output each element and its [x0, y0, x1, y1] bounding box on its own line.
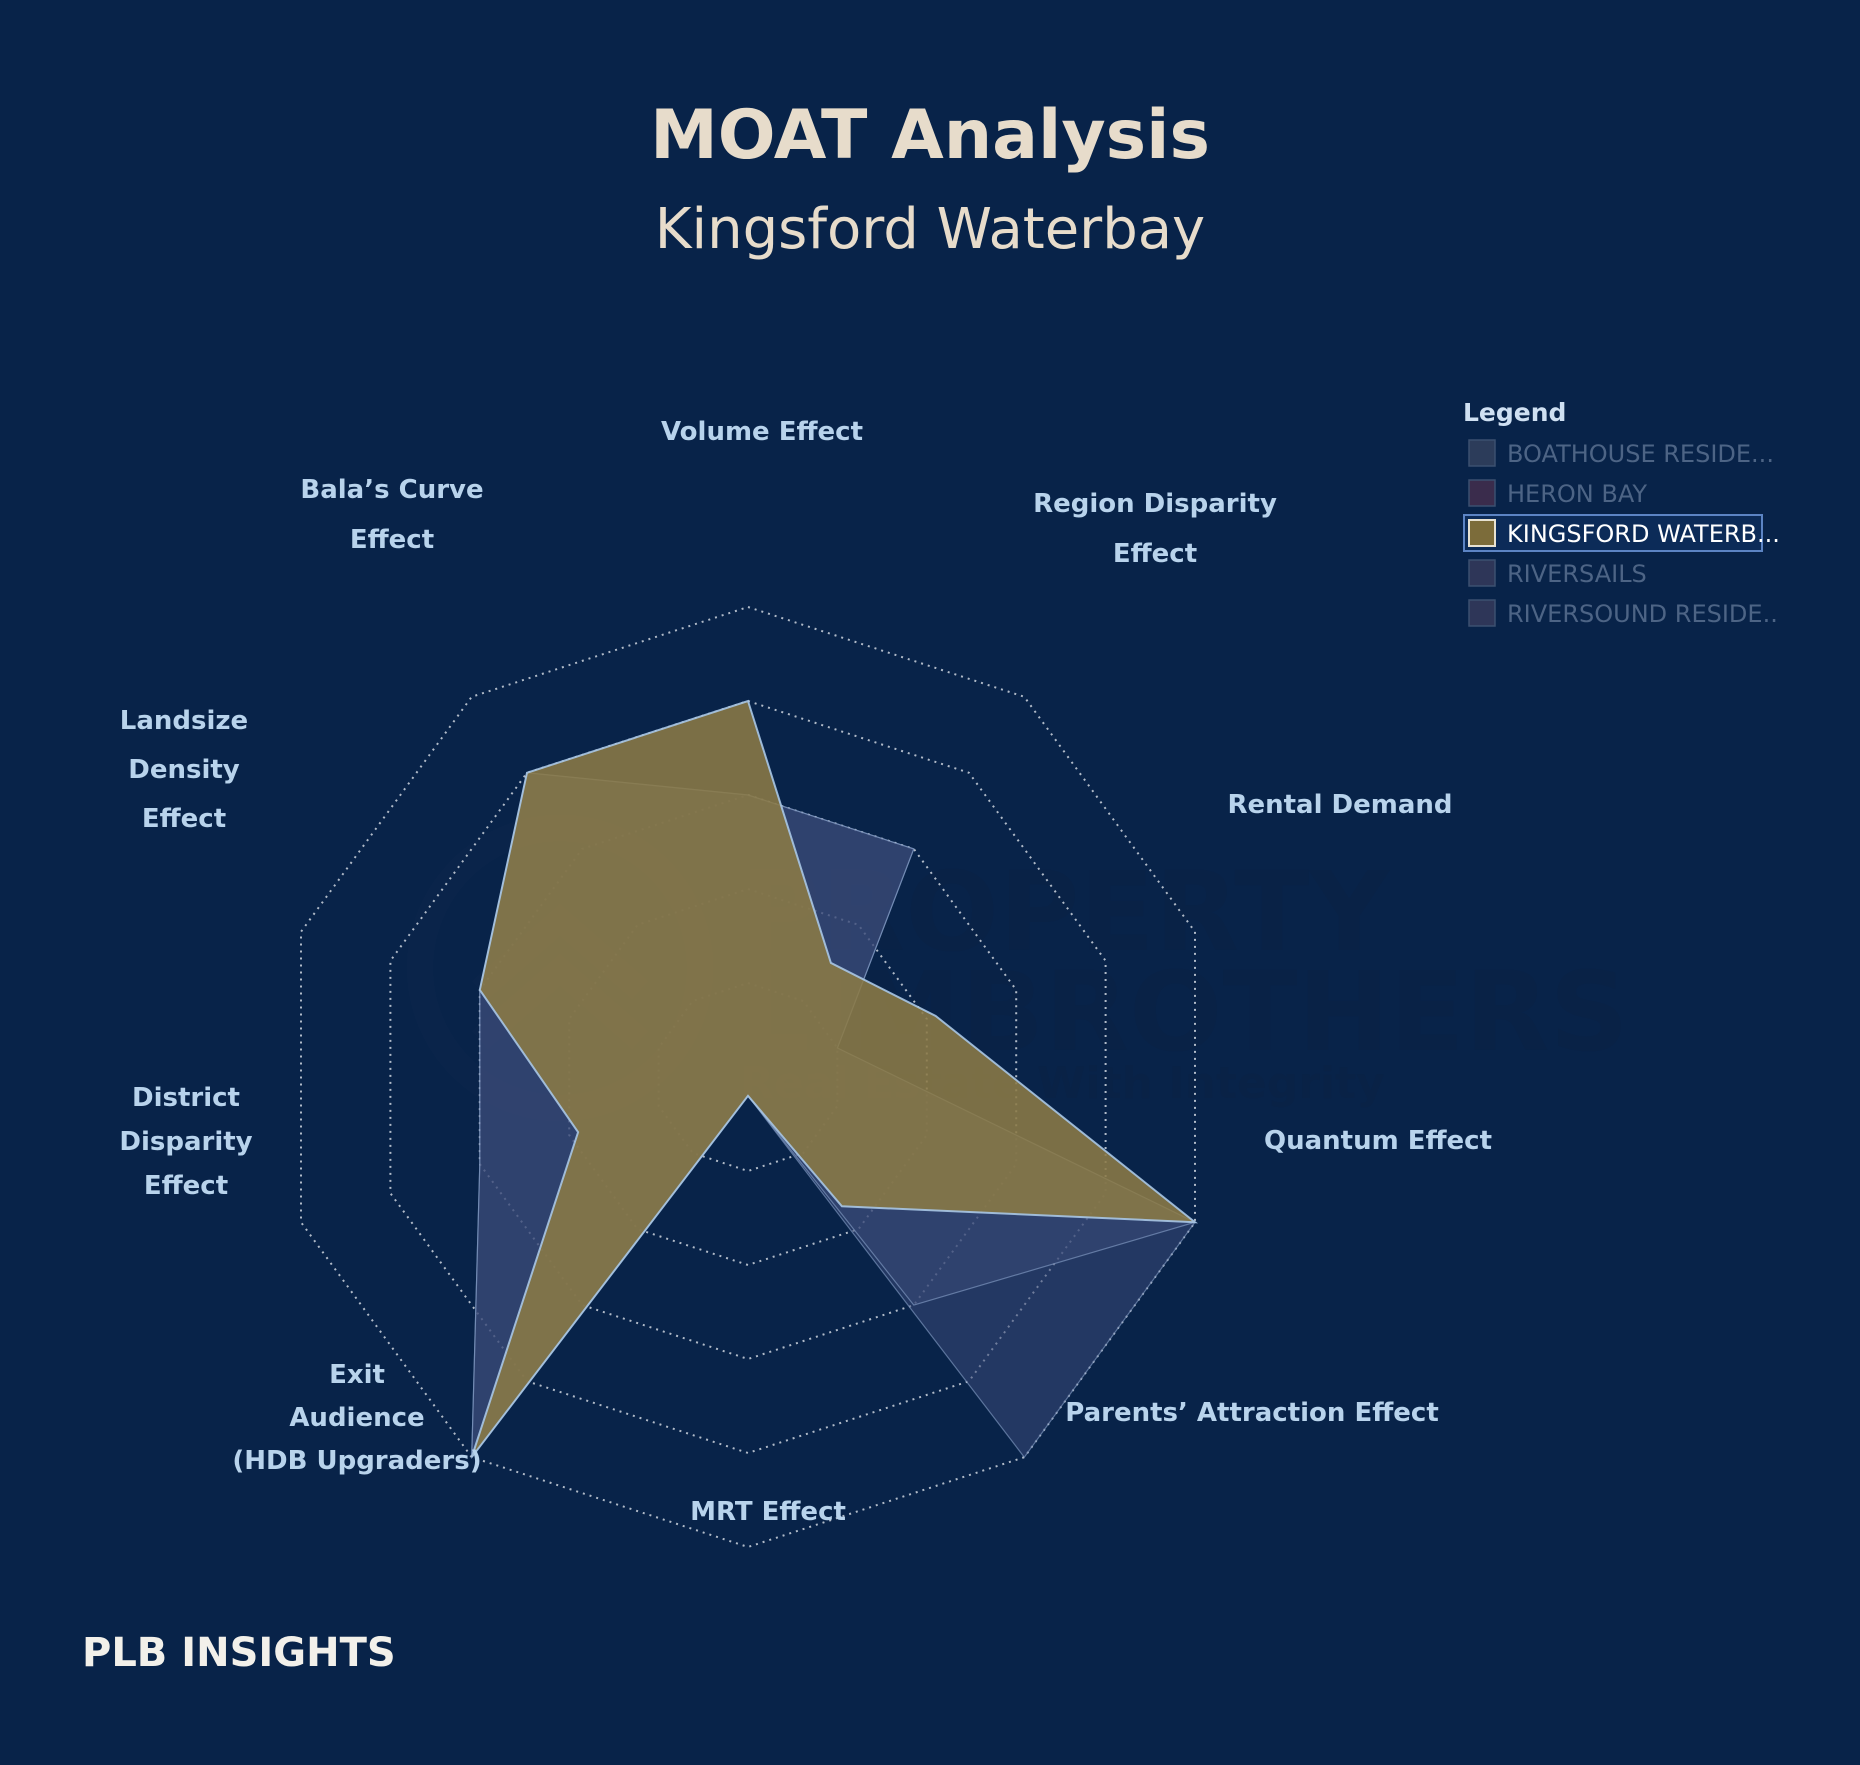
legend-item-4[interactable]: RIVERSAILS — [1468, 559, 1647, 588]
legend-item-2[interactable]: HERON BAY — [1468, 479, 1647, 508]
legend-item-label: HERON BAY — [1507, 480, 1647, 508]
brand-logo: PLB INSIGHTS — [82, 1630, 396, 1676]
legend-items: BOATHOUSE RESIDE... HERON BAY KINGSFORD WA… — [1463, 439, 1780, 628]
legend: Legend BOATHOUSE RESIDE... HERON BAY KINGS… — [1463, 398, 1780, 628]
axis-label-2: Region Disparity Effect — [1033, 489, 1277, 569]
legend-swatch — [1468, 439, 1496, 467]
legend-swatch — [1468, 479, 1496, 507]
grid-ring-5 — [300, 605, 1196, 1549]
legend-item-1[interactable]: BOATHOUSE RESIDE... — [1468, 439, 1774, 468]
legend-title: Legend — [1463, 398, 1566, 427]
axis-label-6: MRT Effect — [690, 1497, 846, 1527]
legend-item-label: RIVERSAILS — [1507, 560, 1647, 588]
axis-label-5: Parents’ Attraction Effect — [1065, 1398, 1439, 1428]
legend-swatch — [1468, 559, 1496, 587]
axis-label-10: Bala’s Curve Effect — [300, 475, 483, 555]
axis-label-4: Quantum Effect — [1264, 1126, 1492, 1156]
axis-label-3: Rental Demand — [1227, 790, 1452, 820]
axis-labels: Volume Effect Region Disparity Effect Renta… — [119, 417, 1492, 1527]
chart-title: MOAT Analysis — [650, 96, 1210, 175]
chart-subtitle: Kingsford Waterbay — [655, 197, 1205, 262]
legend-item-label: RIVERSOUND RESIDE.. — [1507, 600, 1778, 628]
radar-series — [470, 699, 1199, 1460]
legend-item-3[interactable]: KINGSFORD WATERB... — [1463, 514, 1780, 552]
legend-swatch — [1468, 599, 1496, 627]
series-kingsford-waterbay — [470, 699, 1199, 1458]
axis-label-1: Volume Effect — [661, 417, 863, 447]
legend-item-label: BOATHOUSE RESIDE... — [1507, 440, 1774, 468]
brand-text: PLB INSIGHTS — [82, 1630, 396, 1676]
axis-label-8: District Disparity Effect — [119, 1083, 252, 1201]
legend-item-highlight — [1463, 514, 1763, 552]
axis-label-9: Landsize Density Effect — [120, 706, 248, 834]
legend-swatch — [1468, 519, 1496, 547]
axis-label-7: Exit Audience (HDB Upgraders) — [232, 1360, 481, 1476]
legend-item-5[interactable]: RIVERSOUND RESIDE.. — [1468, 599, 1778, 628]
legend-item-label: KINGSFORD WATERB... — [1507, 520, 1780, 548]
